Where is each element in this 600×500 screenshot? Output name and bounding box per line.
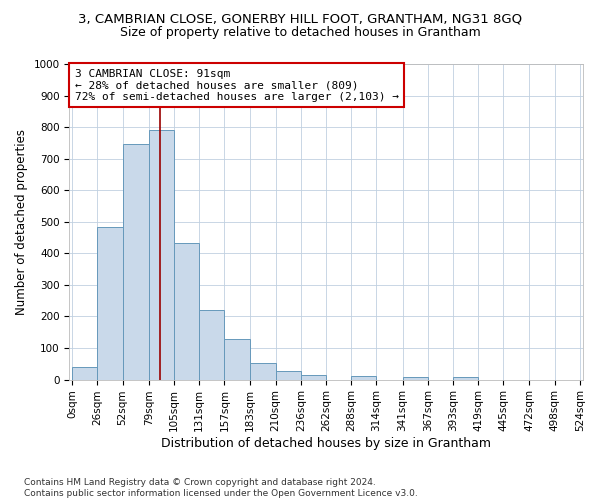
Bar	[301, 375, 326, 380]
Bar	[275, 371, 301, 380]
Bar	[351, 376, 376, 380]
Bar	[199, 310, 224, 380]
Text: 3, CAMBRIAN CLOSE, GONERBY HILL FOOT, GRANTHAM, NG31 8GQ: 3, CAMBRIAN CLOSE, GONERBY HILL FOOT, GR…	[78, 12, 522, 26]
Text: 3 CAMBRIAN CLOSE: 91sqm
← 28% of detached houses are smaller (809)
72% of semi-d: 3 CAMBRIAN CLOSE: 91sqm ← 28% of detache…	[74, 68, 398, 102]
Bar	[149, 130, 174, 380]
Bar	[122, 144, 149, 380]
Bar	[453, 377, 478, 380]
Text: Size of property relative to detached houses in Grantham: Size of property relative to detached ho…	[119, 26, 481, 39]
Bar	[174, 243, 199, 380]
Y-axis label: Number of detached properties: Number of detached properties	[15, 129, 28, 315]
X-axis label: Distribution of detached houses by size in Grantham: Distribution of detached houses by size …	[161, 437, 491, 450]
Text: Contains HM Land Registry data © Crown copyright and database right 2024.
Contai: Contains HM Land Registry data © Crown c…	[24, 478, 418, 498]
Bar	[97, 226, 122, 380]
Bar	[224, 339, 250, 380]
Bar	[250, 363, 275, 380]
Bar	[73, 367, 97, 380]
Bar	[403, 377, 428, 380]
